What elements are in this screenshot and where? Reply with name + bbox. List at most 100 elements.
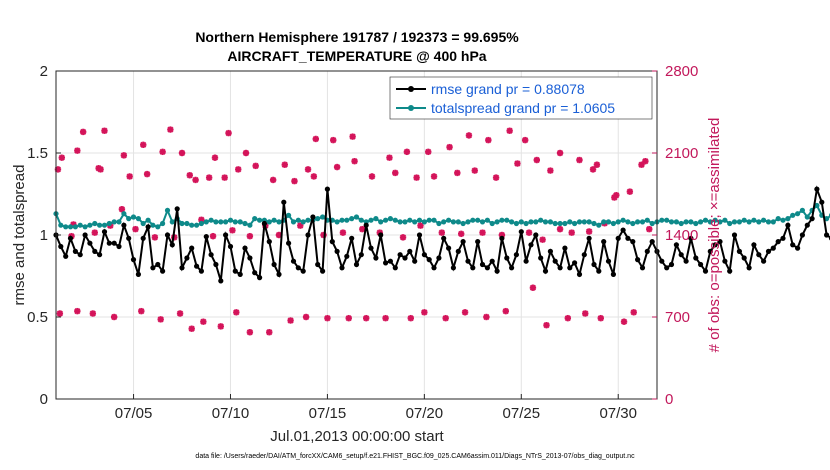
obs-mark-stroke (626, 188, 633, 195)
totalspread-point (509, 219, 515, 225)
rmse-point (339, 265, 345, 271)
rmse-point (160, 268, 166, 274)
rmse-point (198, 268, 204, 274)
obs-mark-stroke (151, 234, 158, 241)
obs-assimilated-point (269, 176, 277, 184)
obs-mark-stroke (446, 144, 453, 151)
obs-mark-stroke (568, 229, 575, 236)
rmse-point (736, 248, 743, 254)
obs-mark-stroke (359, 226, 366, 233)
obs-mark-stroke (89, 310, 96, 317)
obs-assimilated-point (407, 314, 414, 322)
totalspread-point (712, 217, 718, 223)
totalspread-point (542, 219, 549, 225)
x-axis-label: Jul.01,2013 00:00:00 start (270, 428, 444, 445)
obs-mark-stroke (502, 308, 509, 315)
rmse-point (77, 252, 83, 258)
totalspread-point (295, 217, 301, 223)
totalspread-point (475, 217, 481, 223)
rmse-point (780, 235, 786, 241)
totalspread-point (620, 217, 626, 223)
obs-mark-stroke (597, 315, 604, 322)
obs-mark-stroke (56, 310, 63, 317)
obs-mark-stroke (349, 133, 356, 140)
totalspread-point (416, 217, 423, 223)
totalspread-point (717, 219, 723, 225)
rmse-point (169, 242, 175, 248)
totalspread-point (290, 219, 297, 225)
totalspread-point (87, 222, 93, 228)
rmse-point (601, 239, 607, 245)
totalspread-point (67, 224, 74, 230)
rmse-point (465, 258, 471, 264)
rmse-point (310, 214, 316, 220)
obs-assimilated-point (556, 149, 564, 157)
rmse-point (416, 232, 423, 238)
totalspread-point (523, 220, 529, 227)
obs-assimilated-point (438, 229, 446, 236)
totalspread-point (135, 216, 141, 222)
rmse-point (547, 248, 554, 254)
totalspread-point (155, 224, 161, 230)
totalspread-point (596, 222, 602, 228)
rmse-point (446, 245, 452, 251)
totalspread-point (441, 219, 447, 225)
totalspread-point (247, 222, 253, 228)
series-lines (53, 185, 830, 284)
rmse-point (717, 239, 723, 245)
chart-subtitle: AIRCRAFT_TEMPERATURE @ 400 hPa (227, 48, 486, 64)
rmse-point (334, 248, 340, 254)
obs-assimilated-point (101, 127, 108, 134)
totalspread-point (300, 219, 306, 225)
rmse-point (644, 248, 650, 254)
obs-mark-stroke (533, 156, 540, 164)
totalspread-point (533, 219, 539, 225)
obs-mark-stroke (101, 127, 108, 134)
obs-mark-stroke (140, 141, 147, 148)
obs-assimilated-point (345, 314, 352, 322)
rmse-point (82, 232, 88, 238)
rmse-point (499, 235, 505, 241)
rmse-point (305, 232, 311, 238)
rmse-point (567, 265, 573, 271)
totalspread-point (567, 219, 573, 225)
totalspread-point (499, 217, 505, 223)
rmse-point (227, 243, 234, 250)
totalspread-point (630, 220, 636, 227)
obs-assimilated-point (58, 154, 66, 161)
obs-assimilated-point (589, 166, 597, 173)
obs-assimilated-point (564, 314, 572, 322)
totalspread-point (756, 219, 762, 225)
obs-assimilated-point (246, 232, 254, 240)
obs-assimilated-point (330, 136, 337, 144)
obs-mark-stroke (74, 147, 81, 154)
rmse-point (189, 245, 195, 251)
obs-mark-stroke (198, 216, 205, 223)
rmse-point (407, 248, 413, 254)
rmse-point (368, 245, 374, 251)
totalspread-point (126, 216, 132, 222)
totalspread-point (116, 219, 122, 225)
totalspread-point (727, 220, 733, 227)
totalspread-point (601, 219, 607, 225)
obs-assimilated-point (403, 148, 411, 156)
rmse-point (722, 258, 728, 264)
axis-ticks: 07/05 07/10 07/15 07/20 07/25 07/30 0 0.5 1 1.5 2 0… (27, 63, 698, 422)
rmse-point (67, 235, 74, 241)
totalspread-point (227, 217, 234, 223)
obs-assimilated-point (310, 173, 318, 180)
totalspread-point (780, 217, 786, 223)
totalspread-point (610, 220, 617, 227)
x-tick-label: 07/15 (309, 405, 347, 422)
obs-mark-stroke (126, 173, 133, 180)
obs-mark-stroke (454, 169, 461, 177)
obs-mark-stroke (211, 154, 219, 161)
obs-assimilated-point (525, 229, 533, 236)
rmse-point (470, 265, 476, 271)
obs-mark-stroke (547, 167, 554, 174)
totalspread-point (576, 219, 583, 225)
obs-assimilated-point (465, 132, 473, 139)
obs-mark-stroke (582, 310, 589, 317)
rmse-point (707, 248, 713, 254)
